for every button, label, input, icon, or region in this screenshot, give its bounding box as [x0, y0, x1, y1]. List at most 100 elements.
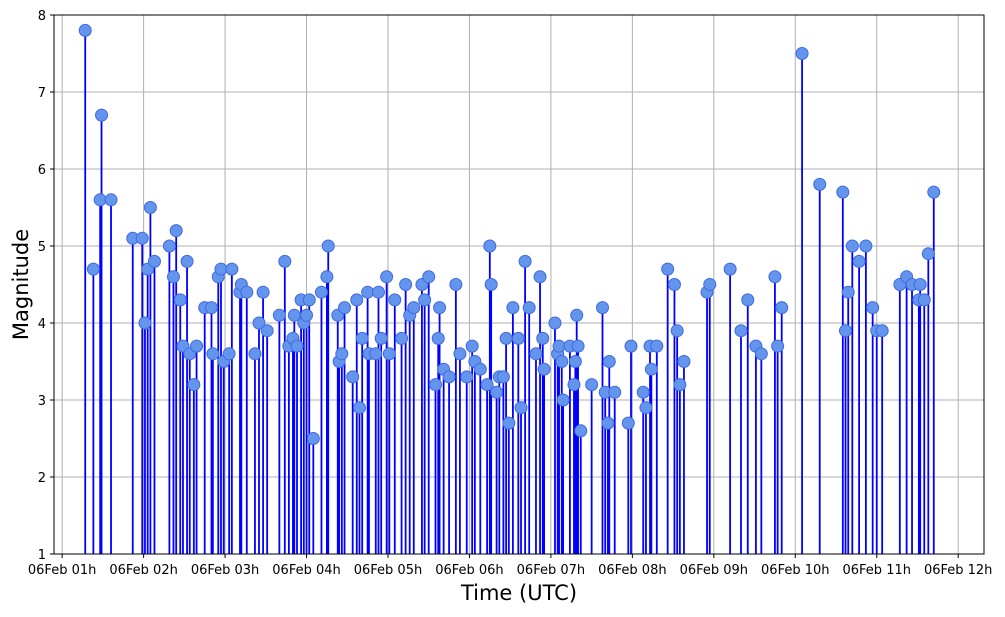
- data-point-marker: [346, 370, 360, 384]
- data-point-marker: [252, 316, 266, 330]
- data-point-marker: [433, 301, 447, 315]
- data-point-marker: [571, 339, 585, 353]
- data-point-marker: [204, 301, 218, 315]
- data-point-marker: [661, 262, 675, 276]
- data-point-marker: [529, 347, 543, 361]
- data-point-marker: [214, 262, 228, 276]
- data-point-marker: [921, 247, 935, 261]
- x-tick-label: 06Feb 02h: [109, 563, 177, 578]
- data-point-marker: [484, 278, 498, 291]
- plot-frame: [53, 14, 985, 555]
- data-point-marker: [771, 339, 785, 353]
- data-point-marker: [399, 278, 413, 291]
- x-tick-label: 06Feb 06h: [435, 563, 503, 578]
- y-tick-label: 2: [38, 471, 46, 486]
- data-point-marker: [355, 331, 369, 345]
- data-point-marker: [187, 378, 201, 392]
- data-point-marker: [506, 301, 520, 315]
- data-point-marker: [173, 293, 187, 307]
- data-point-marker: [536, 331, 550, 345]
- data-point-marker: [514, 401, 528, 415]
- data-point-marker: [314, 285, 328, 299]
- data-point-marker: [602, 355, 616, 368]
- data-point-marker: [162, 239, 176, 253]
- data-point-marker: [913, 278, 927, 291]
- y-tick-label: 6: [38, 163, 46, 178]
- data-point-marker: [490, 385, 504, 399]
- data-point-marker: [859, 239, 873, 253]
- data-point-marker: [272, 308, 286, 322]
- data-point-marker: [852, 254, 866, 268]
- x-tick-label: 06Feb 12h: [924, 563, 992, 578]
- data-point-marker: [574, 424, 588, 438]
- x-tick-label: 06Feb 01h: [28, 563, 96, 578]
- data-point-marker: [595, 301, 609, 315]
- data-point-marker: [548, 316, 562, 330]
- x-axis: 06Feb 01h 06Feb 02h 06Feb 03h 06Feb 04h 06Fe…: [28, 554, 992, 578]
- data-point-marker: [306, 432, 320, 445]
- data-point-marker: [480, 378, 494, 392]
- data-point-marker: [143, 201, 157, 214]
- data-point-marker: [703, 278, 717, 291]
- data-point-marker: [260, 324, 274, 338]
- data-point-marker: [95, 108, 109, 122]
- y-axis-label: Magnitude: [9, 229, 33, 340]
- data-point-marker: [734, 324, 748, 338]
- data-point-marker: [465, 339, 479, 353]
- data-point-marker: [621, 416, 635, 430]
- data-point-marker: [639, 401, 653, 415]
- data-point-marker: [169, 224, 183, 238]
- data-point-marker: [206, 347, 220, 361]
- data-point-marker: [300, 308, 314, 322]
- data-point-marker: [875, 324, 889, 338]
- data-point-marker: [555, 355, 569, 368]
- data-point-marker: [518, 254, 532, 268]
- data-point-marker: [754, 347, 768, 361]
- data-point-marker: [431, 331, 445, 345]
- data-point-marker: [775, 301, 789, 315]
- y-tick-label: 8: [38, 9, 46, 24]
- data-point-marker: [624, 339, 638, 353]
- data-point-marker: [449, 278, 463, 291]
- data-point-marker: [361, 285, 375, 299]
- data-point-marker: [374, 331, 388, 345]
- data-point-marker: [839, 324, 853, 338]
- data-point-marker: [369, 347, 383, 361]
- y-tick-label: 7: [38, 86, 46, 101]
- data-point-marker: [927, 185, 941, 199]
- data-point-marker: [248, 347, 262, 361]
- x-tick-label: 06Feb 09h: [680, 563, 748, 578]
- x-tick-label: 06Feb 07h: [517, 563, 585, 578]
- data-point-marker: [768, 270, 782, 284]
- x-tick-label: 06Feb 08h: [598, 563, 666, 578]
- marker-series: [78, 23, 941, 445]
- data-point-marker: [496, 370, 510, 384]
- data-point-marker: [533, 270, 547, 284]
- y-tick-label: 4: [38, 317, 46, 332]
- data-point-marker: [567, 378, 581, 392]
- data-point-marker: [225, 262, 239, 276]
- x-axis-label: Time (UTC): [460, 581, 577, 605]
- x-tick-label: 06Feb 11h: [843, 563, 911, 578]
- data-point-marker: [302, 293, 316, 307]
- data-point-marker: [86, 262, 100, 276]
- data-point-marker: [418, 293, 432, 307]
- data-point-marker: [429, 378, 443, 392]
- data-point-marker: [537, 362, 551, 376]
- data-point-marker: [321, 239, 335, 253]
- y-axis: 1 2 3 4 5 6 7 8: [38, 9, 54, 563]
- data-point-marker: [395, 331, 409, 345]
- data-point-marker: [673, 378, 687, 392]
- data-point-marker: [570, 308, 584, 322]
- data-point-marker: [338, 301, 352, 315]
- data-point-marker: [522, 301, 536, 315]
- data-point-marker: [371, 285, 385, 299]
- data-point-marker: [138, 316, 152, 330]
- x-tick-label: 06Feb 04h: [272, 563, 340, 578]
- x-tick-label: 06Feb 05h: [354, 563, 422, 578]
- data-point-marker: [256, 285, 270, 299]
- data-point-marker: [499, 331, 513, 345]
- data-point-marker: [422, 270, 436, 284]
